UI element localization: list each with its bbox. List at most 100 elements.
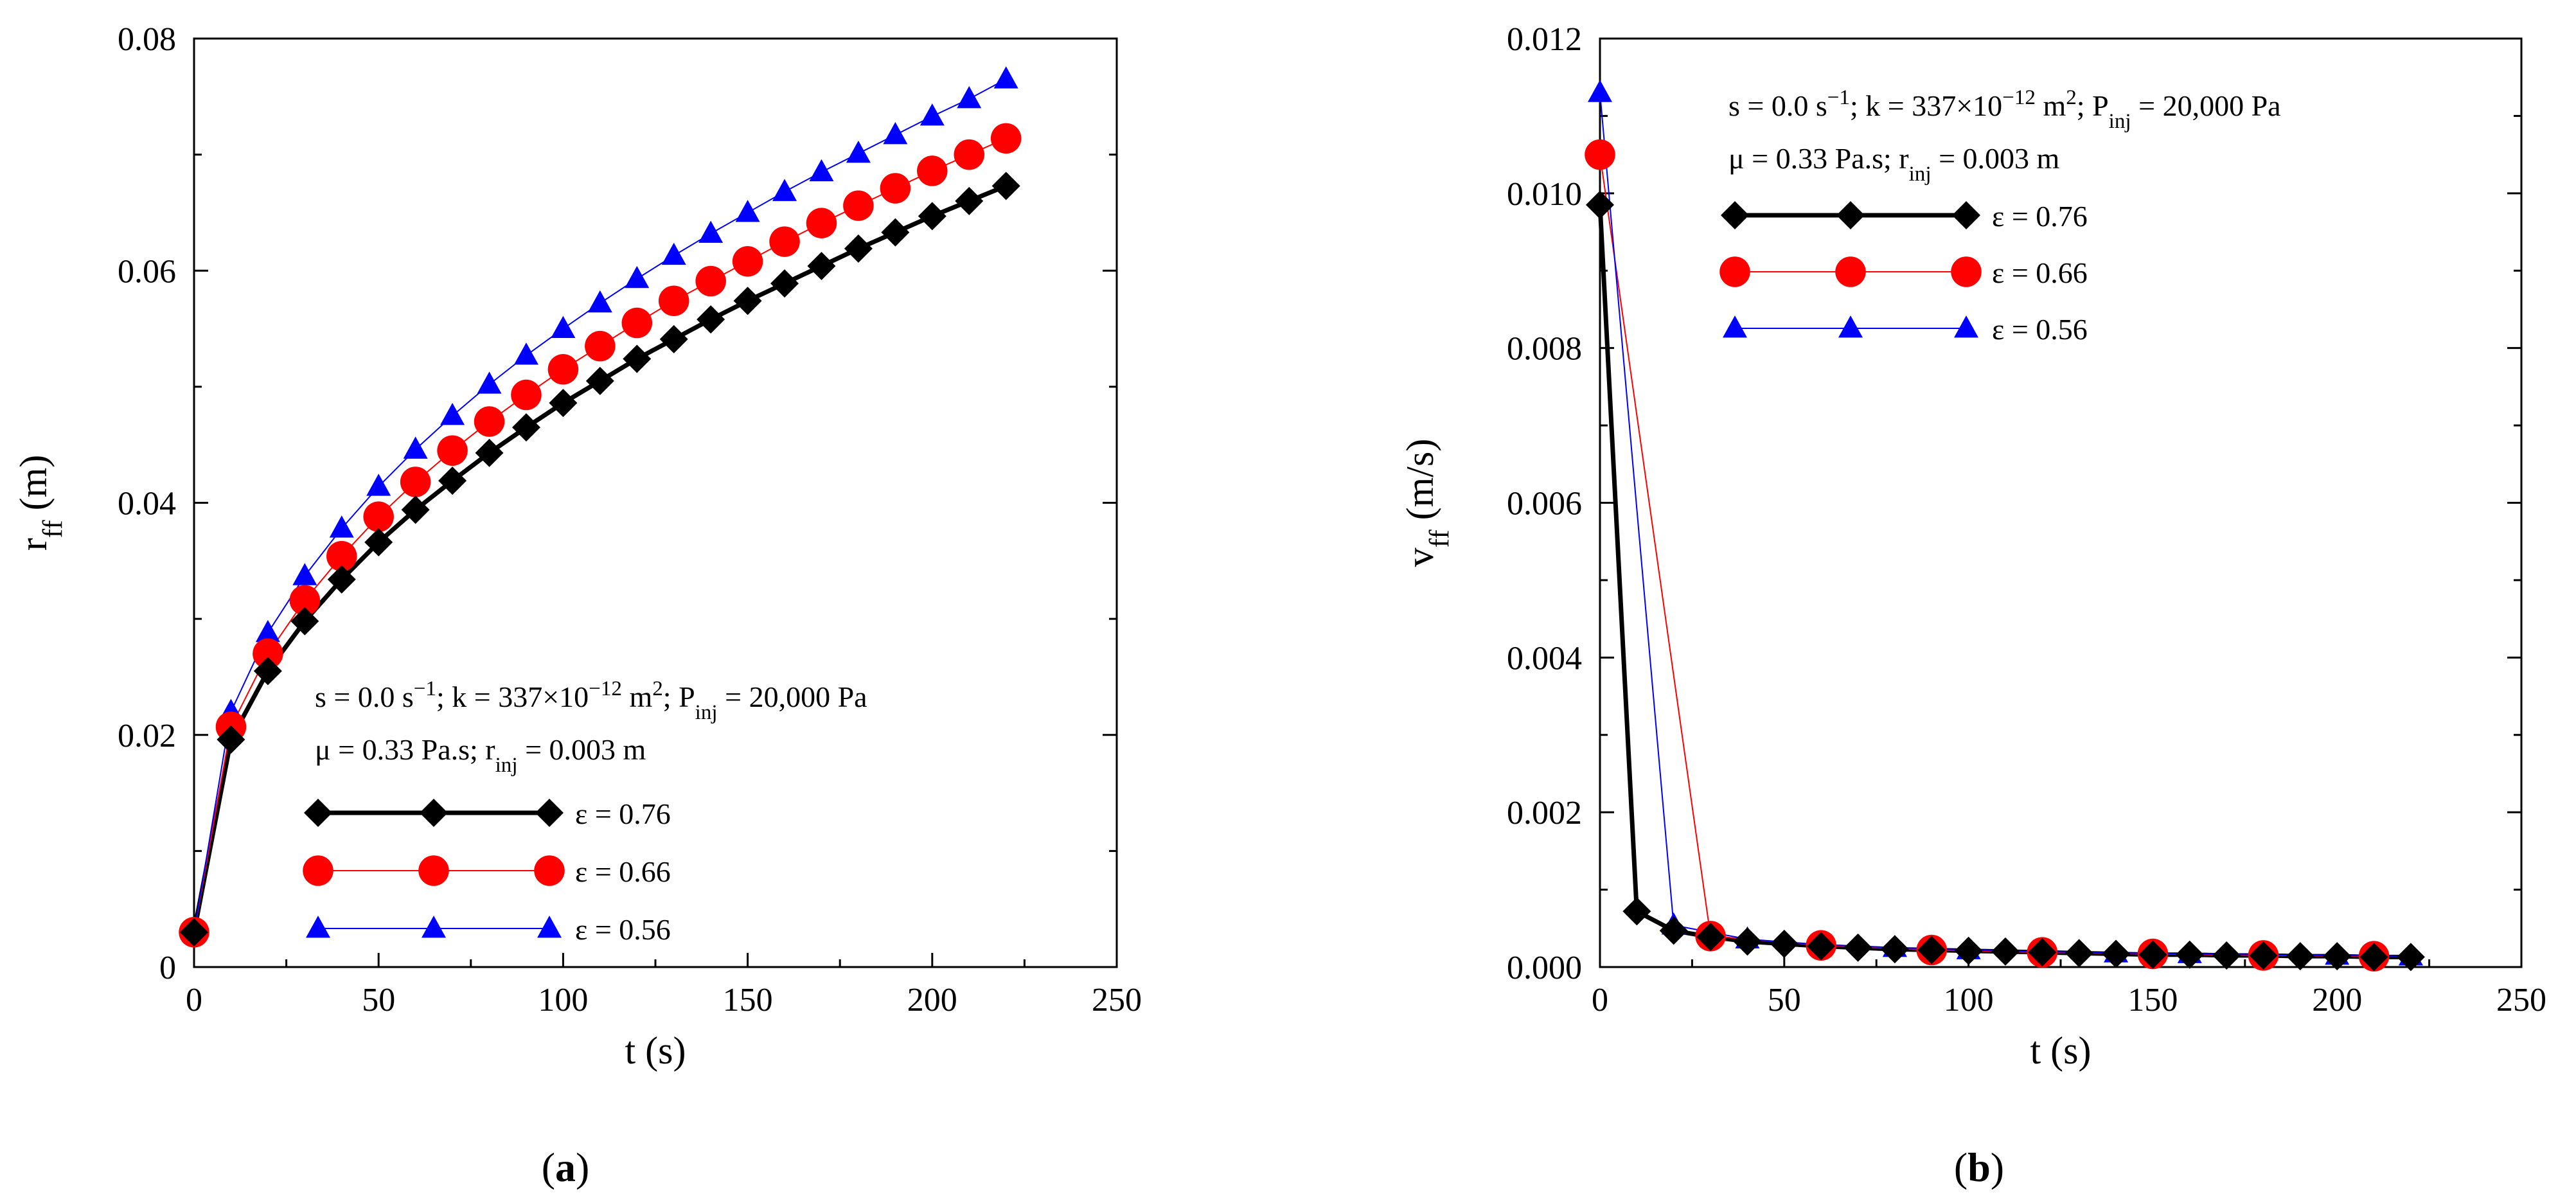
data-point bbox=[1622, 897, 1651, 926]
x-tick-label: 250 bbox=[1092, 982, 1142, 1018]
data-point bbox=[253, 638, 283, 670]
annotation-line-1: s = 0.0 s−1; k = 337×10−12 m2; Pinj = 20… bbox=[315, 677, 867, 724]
data-point bbox=[1585, 139, 1615, 170]
data-point bbox=[437, 435, 468, 466]
legend-marker bbox=[1836, 201, 1865, 229]
data-point bbox=[1659, 916, 1688, 945]
data-point bbox=[990, 123, 1022, 154]
legend-marker bbox=[1719, 256, 1750, 287]
data-point bbox=[2028, 938, 2057, 967]
y-tick-label: 0.006 bbox=[1507, 486, 1582, 522]
plot-frame bbox=[1599, 37, 2523, 968]
x-axis-title: t (s) bbox=[2030, 1029, 2092, 1072]
data-point bbox=[954, 139, 984, 170]
y-axis-title: vff (m/s) bbox=[1399, 439, 1455, 567]
legend-item: ε = 0.76 bbox=[304, 797, 671, 830]
data-point bbox=[733, 287, 762, 315]
data-point bbox=[2323, 942, 2352, 971]
data-point bbox=[846, 140, 871, 163]
data-point bbox=[587, 290, 612, 313]
data-point bbox=[401, 495, 430, 524]
x-tick-label: 200 bbox=[907, 982, 957, 1018]
data-point bbox=[289, 585, 321, 616]
data-point bbox=[1696, 923, 1725, 952]
data-point bbox=[806, 208, 837, 238]
legend-marker bbox=[1954, 315, 1978, 338]
data-point bbox=[991, 172, 1020, 200]
data-point bbox=[993, 66, 1018, 89]
data-point bbox=[253, 657, 282, 686]
data-point bbox=[772, 179, 797, 201]
data-point bbox=[1586, 190, 1614, 219]
series-markers-circle bbox=[179, 123, 1022, 948]
data-point bbox=[695, 265, 726, 297]
annotation-line-2: μ = 0.33 Pa.s; rinj = 0.003 m bbox=[315, 733, 646, 777]
x-tick-label: 0 bbox=[1592, 982, 1608, 1018]
data-point bbox=[1991, 937, 2020, 966]
legend-item: ε = 0.56 bbox=[306, 913, 671, 946]
data-point bbox=[585, 366, 614, 395]
data-point bbox=[2065, 939, 2093, 968]
y-tick-label: 0.010 bbox=[1507, 176, 1582, 213]
data-point bbox=[698, 220, 724, 243]
data-point bbox=[547, 354, 579, 385]
y-axis-title: rff (m) bbox=[12, 455, 68, 551]
y-tick-label: 0.012 bbox=[1507, 21, 1582, 58]
legend-marker bbox=[420, 799, 448, 827]
data-point bbox=[1954, 936, 1983, 965]
data-point bbox=[2249, 941, 2278, 970]
legend-label: ε = 0.56 bbox=[1992, 313, 2088, 346]
x-tick-label: 100 bbox=[538, 982, 588, 1018]
x-tick-label: 150 bbox=[723, 982, 773, 1018]
legend-marker bbox=[1952, 201, 1980, 229]
data-point bbox=[1588, 80, 1612, 102]
x-tick-label: 100 bbox=[1944, 982, 1994, 1018]
data-point bbox=[438, 466, 467, 495]
legend-marker bbox=[537, 916, 562, 938]
y-tick-label: 0.08 bbox=[118, 21, 176, 58]
series-line bbox=[1599, 154, 2374, 957]
legend-marker bbox=[306, 916, 330, 938]
x-axis-title: t (s) bbox=[625, 1029, 686, 1072]
legend-label: ε = 0.66 bbox=[1992, 256, 2088, 289]
y-tick-label: 0.004 bbox=[1507, 640, 1582, 677]
y-tick-label: 0.008 bbox=[1507, 331, 1582, 368]
data-point bbox=[918, 202, 946, 231]
legend-marker bbox=[1723, 315, 1747, 338]
data-point bbox=[1733, 927, 1762, 956]
data-point bbox=[440, 403, 465, 425]
data-point bbox=[659, 324, 688, 353]
y-tick-label: 0.002 bbox=[1507, 795, 1582, 831]
legend-marker bbox=[1835, 256, 1866, 287]
data-point bbox=[880, 173, 911, 204]
x-tick-label: 200 bbox=[2312, 982, 2362, 1018]
data-point bbox=[366, 474, 391, 496]
data-point bbox=[2396, 943, 2425, 972]
data-point bbox=[661, 242, 686, 265]
series-markers-circle bbox=[1585, 139, 2390, 972]
data-point bbox=[769, 226, 800, 257]
data-point bbox=[957, 85, 982, 109]
data-point bbox=[881, 218, 910, 247]
data-point bbox=[625, 265, 650, 289]
legend-label: ε = 0.66 bbox=[575, 855, 671, 888]
data-point bbox=[475, 438, 504, 467]
panel-label: (a) bbox=[542, 1144, 590, 1190]
data-point bbox=[735, 199, 760, 222]
legend-label: ε = 0.56 bbox=[575, 913, 671, 946]
legend-item: ε = 0.76 bbox=[1721, 200, 2088, 233]
data-point bbox=[180, 918, 208, 946]
data-point bbox=[658, 285, 689, 316]
data-point bbox=[809, 159, 834, 182]
series-circle bbox=[1599, 154, 2374, 957]
data-point bbox=[2175, 940, 2204, 969]
data-point bbox=[807, 252, 836, 281]
legend-marker bbox=[1721, 201, 1749, 229]
x-tick-label: 150 bbox=[2127, 982, 2178, 1018]
data-point bbox=[2286, 942, 2314, 971]
data-point bbox=[217, 725, 245, 754]
data-point bbox=[255, 619, 280, 643]
data-point bbox=[403, 436, 428, 459]
data-point bbox=[623, 344, 652, 373]
